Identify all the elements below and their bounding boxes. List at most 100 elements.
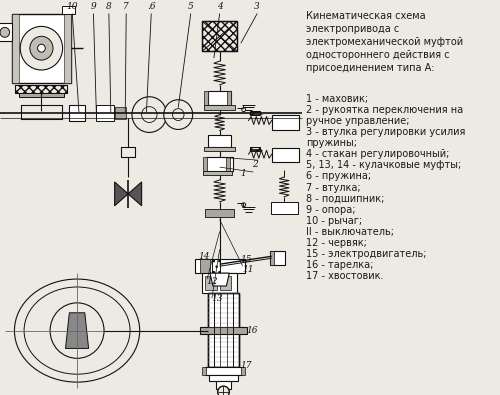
Bar [208, 293, 239, 367]
Text: 14: 14 [198, 252, 210, 261]
Text: 15 - электродвигатель;: 15 - электродвигатель; [306, 249, 427, 259]
Circle shape [38, 44, 46, 52]
Bar [272, 148, 298, 162]
Bar [250, 111, 260, 115]
Bar [122, 147, 135, 157]
Bar [226, 157, 230, 171]
Circle shape [242, 108, 246, 112]
Bar [206, 157, 233, 171]
Text: 8 - подшипник;: 8 - подшипник; [306, 194, 384, 204]
Bar [204, 171, 232, 175]
Bar [270, 202, 297, 214]
Text: 12 - червяк;: 12 - червяк; [306, 238, 367, 248]
Bar [21, 105, 61, 118]
Bar [212, 259, 220, 273]
Bar [202, 273, 237, 293]
Text: 16 - тарелка;: 16 - тарелка; [306, 260, 374, 270]
Circle shape [0, 27, 10, 37]
Text: 17 - хвостовик.: 17 - хвостовик. [306, 271, 384, 281]
Bar [202, 21, 237, 51]
Circle shape [30, 36, 53, 60]
Text: 9 - опора;: 9 - опора; [306, 205, 356, 215]
Bar [16, 85, 68, 93]
Ellipse shape [14, 279, 140, 382]
Bar [202, 21, 237, 51]
Text: .6: .6 [147, 2, 156, 11]
Text: ручное управление;: ручное управление; [306, 116, 410, 126]
Bar [228, 91, 231, 105]
Text: 7: 7 [124, 2, 129, 11]
Text: 10 - рычаг;: 10 - рычаг; [306, 216, 362, 226]
Text: пружины;: пружины; [306, 138, 358, 148]
Text: 1: 1 [240, 169, 246, 177]
Bar [21, 105, 61, 118]
Bar [200, 259, 210, 273]
Bar [241, 367, 244, 375]
Circle shape [218, 386, 230, 395]
Polygon shape [66, 313, 88, 348]
Text: 1 - маховик;: 1 - маховик; [306, 94, 368, 104]
Text: 3 - втулка регулировки усилия: 3 - втулка регулировки усилия [306, 127, 466, 137]
Circle shape [142, 107, 157, 122]
Text: 7 - втулка;: 7 - втулка; [306, 182, 361, 192]
Text: 15: 15 [240, 255, 252, 264]
Bar [70, 105, 85, 120]
Bar [202, 367, 206, 375]
Bar [205, 367, 242, 375]
Bar [205, 209, 234, 216]
Bar [204, 157, 207, 171]
Text: 13: 13 [211, 294, 222, 303]
Bar [12, 13, 72, 83]
Bar [62, 6, 75, 13]
Text: 3: 3 [254, 2, 260, 11]
Text: 10: 10 [66, 2, 78, 11]
Bar [270, 251, 274, 265]
Circle shape [20, 26, 62, 70]
Bar [96, 105, 114, 120]
Bar [270, 251, 285, 265]
Circle shape [172, 109, 184, 120]
Bar [0, 23, 12, 41]
Text: 17: 17 [240, 361, 252, 370]
Text: 4: 4 [217, 2, 222, 11]
Bar [16, 85, 68, 93]
Text: 11: 11 [243, 265, 254, 274]
Bar [208, 135, 231, 147]
Bar [114, 107, 126, 118]
Bar [205, 276, 217, 290]
Bar [64, 13, 72, 83]
Bar [204, 91, 208, 105]
Circle shape [132, 97, 166, 132]
Bar [216, 381, 231, 389]
Bar [272, 115, 298, 130]
Polygon shape [114, 182, 141, 206]
Polygon shape [210, 273, 230, 286]
Bar [12, 13, 20, 83]
Text: 9: 9 [90, 2, 96, 11]
Circle shape [50, 303, 104, 358]
Ellipse shape [24, 287, 130, 374]
Text: II - выключатель;: II - выключатель; [306, 227, 394, 237]
Text: 5: 5 [188, 2, 194, 11]
Text: 2: 2 [252, 160, 258, 169]
Bar [72, 327, 82, 333]
Circle shape [242, 203, 246, 207]
Text: 4 - стакан регулировочный;: 4 - стакан регулировочный; [306, 149, 450, 159]
Text: 12: 12 [206, 276, 218, 286]
Bar [208, 293, 239, 367]
Text: 5, 13, 14 - кулачковые муфты;: 5, 13, 14 - кулачковые муфты; [306, 160, 462, 170]
Bar [204, 147, 235, 151]
Bar [209, 375, 238, 381]
Bar [194, 259, 244, 273]
Text: 6 - пружина;: 6 - пружина; [306, 171, 372, 181]
Bar [122, 147, 135, 157]
Bar [250, 147, 260, 151]
Text: 16: 16 [246, 326, 258, 335]
Text: 2 - рукоятка переключения на: 2 - рукоятка переключения на [306, 105, 464, 115]
Circle shape [164, 100, 192, 130]
Text: Кинематическая схема
электропривода с
электромеханической муфтой
одностороннего : Кинематическая схема электропривода с эл… [306, 11, 464, 73]
Bar [204, 105, 235, 110]
Bar [208, 91, 231, 105]
Bar [200, 327, 246, 333]
Text: 8: 8 [106, 2, 112, 11]
